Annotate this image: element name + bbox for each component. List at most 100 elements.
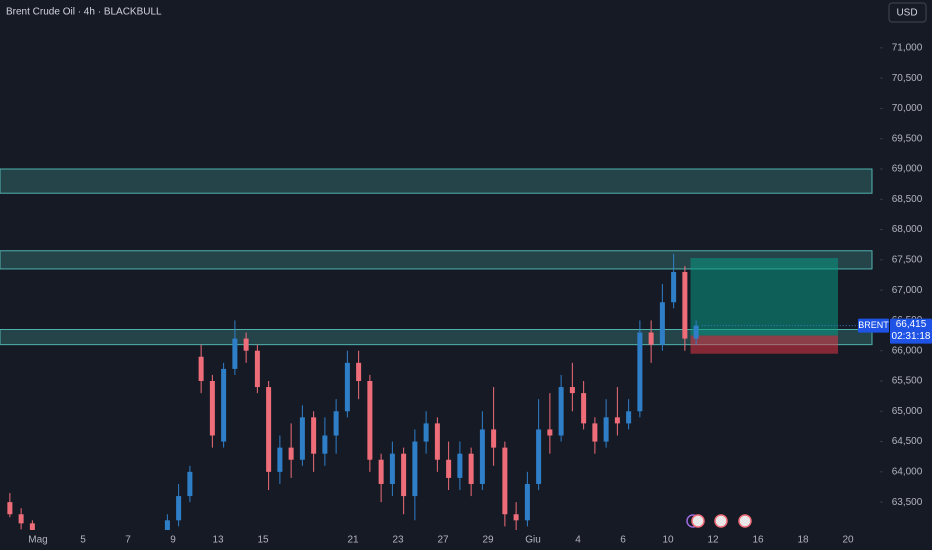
candle-body xyxy=(671,271,677,303)
candle-body xyxy=(221,368,227,442)
candle-body xyxy=(581,393,587,424)
candle-body xyxy=(614,417,620,424)
candle-body xyxy=(187,471,193,497)
plot-area xyxy=(0,168,873,530)
candle-body xyxy=(592,423,598,442)
candle-body xyxy=(603,417,609,442)
candle-body xyxy=(198,356,204,381)
candle-body xyxy=(7,502,13,515)
y-tick-label: 67,000 xyxy=(892,285,923,296)
last-price-box xyxy=(890,318,932,344)
symbol-box xyxy=(858,318,889,333)
candle-body xyxy=(547,429,553,436)
y-tick-label: 64,000 xyxy=(892,466,923,477)
candle-body xyxy=(693,325,699,339)
y-tick-label: 70,500 xyxy=(892,73,923,84)
candle-body xyxy=(232,338,238,369)
candle-body xyxy=(682,271,688,339)
candle-body xyxy=(659,302,665,345)
y-tick-label: 71,000 xyxy=(892,42,923,53)
x-tick-label: 13 xyxy=(212,535,224,546)
x-tick-label: 23 xyxy=(392,535,404,546)
candle-body xyxy=(356,362,362,381)
y-tick-label: 63,500 xyxy=(892,497,923,508)
event-icons xyxy=(686,514,752,528)
event-icon[interactable] xyxy=(738,514,752,528)
x-tick-label: 10 xyxy=(662,535,674,546)
candle-body xyxy=(626,411,632,424)
candle-body xyxy=(164,520,170,530)
candle-body xyxy=(389,453,395,484)
x-tick-label: 12 xyxy=(707,535,719,546)
currency-button[interactable] xyxy=(888,2,927,23)
position-stop xyxy=(690,335,838,354)
y-tick-label: 65,000 xyxy=(892,406,923,417)
y-tick-label: 64,500 xyxy=(892,436,923,447)
candle-body xyxy=(322,435,328,454)
y-tick-label: 69,500 xyxy=(892,133,923,144)
candle-body xyxy=(423,423,429,442)
candle-body xyxy=(536,429,542,484)
candle-body xyxy=(457,453,463,478)
y-tick-label: 70,000 xyxy=(892,103,923,114)
x-tick-label: Mag xyxy=(28,535,47,546)
candle-body xyxy=(243,338,249,351)
x-tick-label: Giu xyxy=(525,535,541,546)
candle-body xyxy=(209,380,215,436)
candle-body xyxy=(254,350,260,388)
candle-body xyxy=(491,429,497,448)
candle-body xyxy=(558,387,564,436)
event-icon[interactable] xyxy=(714,514,728,528)
zone xyxy=(0,250,873,270)
candle-body xyxy=(412,441,418,497)
candle-body xyxy=(299,417,305,460)
candle-body xyxy=(266,387,272,472)
candle-body xyxy=(344,362,350,412)
x-tick-label: 18 xyxy=(797,535,809,546)
candle-body xyxy=(434,423,440,460)
zone xyxy=(0,168,873,194)
candle-body xyxy=(288,447,294,460)
countdown-label: 02:31:18 xyxy=(892,331,931,342)
candle-body xyxy=(502,447,508,515)
x-tick-label: 7 xyxy=(125,535,131,546)
candle-body xyxy=(446,459,452,478)
candle-body xyxy=(401,453,407,497)
y-tick-label: 68,500 xyxy=(892,194,923,205)
x-tick-label: 21 xyxy=(347,535,359,546)
position-target xyxy=(690,258,838,336)
candle-body xyxy=(29,523,35,530)
candle-body xyxy=(176,496,182,521)
zone xyxy=(0,329,873,346)
candle-body xyxy=(378,459,384,484)
candle-body xyxy=(277,447,283,472)
y-tick-label: 68,000 xyxy=(892,224,923,235)
x-tick-label: 6 xyxy=(620,535,626,546)
y-tick-label: 66,000 xyxy=(892,345,923,356)
candle-body xyxy=(524,483,530,521)
candle-body xyxy=(513,514,519,521)
x-tick-label: 15 xyxy=(257,535,269,546)
candle-body xyxy=(311,417,317,454)
candle-body xyxy=(637,332,643,412)
y-tick-label: 67,500 xyxy=(892,254,923,265)
currency-label[interactable]: USD xyxy=(896,8,917,19)
candle-body xyxy=(333,411,339,436)
candle-body xyxy=(479,429,485,484)
candle-body xyxy=(468,453,474,484)
symbol-label: BRENT xyxy=(858,320,889,330)
x-tick-label: 5 xyxy=(80,535,86,546)
y-tick-label: 69,000 xyxy=(892,164,923,175)
candle-body xyxy=(18,514,24,524)
candle-body xyxy=(648,332,654,345)
x-tick-label: 20 xyxy=(842,535,854,546)
event-icon[interactable] xyxy=(691,514,705,528)
candle-body xyxy=(569,387,575,394)
y-tick-label: 65,500 xyxy=(892,376,923,387)
x-tick-label: 9 xyxy=(170,535,176,546)
last-price-label: 66,415 xyxy=(896,319,927,330)
candle-body xyxy=(367,380,373,460)
chart-title: Brent Crude Oil · 4h · BLACKBULL xyxy=(6,7,162,18)
x-tick-label: 4 xyxy=(575,535,581,546)
